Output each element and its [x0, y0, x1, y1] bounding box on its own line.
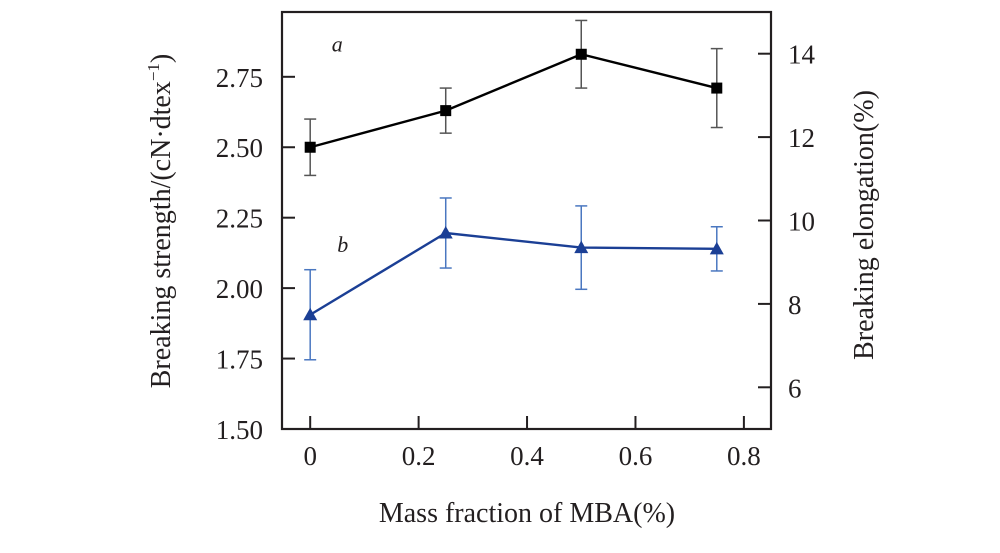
data-point-b [574, 240, 589, 254]
x-tick-label: 0.8 [727, 441, 761, 471]
y-right-tick-label: 6 [788, 373, 802, 403]
y-right-tick-label: 10 [788, 207, 815, 237]
x-axis-title: Mass fraction of MBA(%) [379, 498, 675, 529]
y-right-tick-label: 8 [788, 290, 802, 320]
data-point-b [438, 226, 453, 239]
series-layer: ab [303, 19, 724, 361]
data-point-a [575, 48, 587, 60]
y-left-tick-label: 2.50 [216, 133, 263, 163]
series-line-b [309, 231, 717, 316]
plot-frame [280, 10, 773, 431]
x-tick-label: 0.2 [402, 441, 436, 471]
y-axis-left-title-sup: −1 [144, 63, 163, 81]
y-left-tick-label: 2.75 [216, 63, 263, 93]
y-left-tick-label: 2.25 [216, 204, 263, 234]
series-label-b: b [337, 232, 348, 257]
y-left-tick-label: 2.00 [216, 274, 263, 304]
x-tick-label: 0.4 [510, 441, 544, 471]
y-right-tick-label: 12 [788, 123, 815, 153]
x-tick-label: 0.6 [619, 441, 653, 471]
data-point-a [711, 82, 723, 94]
data-point-b [709, 241, 724, 255]
data-point-b [303, 307, 318, 321]
data-point-a [304, 141, 316, 153]
y-right-tick-label: 14 [788, 40, 816, 70]
series-line-a [309, 53, 718, 149]
plot-border [280, 10, 773, 431]
series-b: b [303, 197, 724, 361]
y-left-tick-label: 1.50 [216, 415, 263, 445]
y-axis-left-title: Breaking strength/(cN·dtex−1) [144, 54, 177, 389]
axis-ticks: 0 0.2 0.4 0.6 0.8 1.50 1.75 2.00 2.25 2.50 2.75 6 8 1… [216, 40, 816, 471]
y-axis-right-title: Breaking elongation(%) [849, 90, 880, 360]
y-axis-left-title-main: Breaking strength/(cN·dtex [146, 81, 177, 388]
series-a: a [304, 19, 723, 177]
series-label-a: a [332, 31, 343, 56]
data-point-a [440, 105, 452, 117]
y-left-tick-label: 1.75 [216, 345, 263, 375]
y-axis-left-title-close: ) [146, 54, 177, 63]
x-tick-label: 0 [303, 441, 317, 471]
